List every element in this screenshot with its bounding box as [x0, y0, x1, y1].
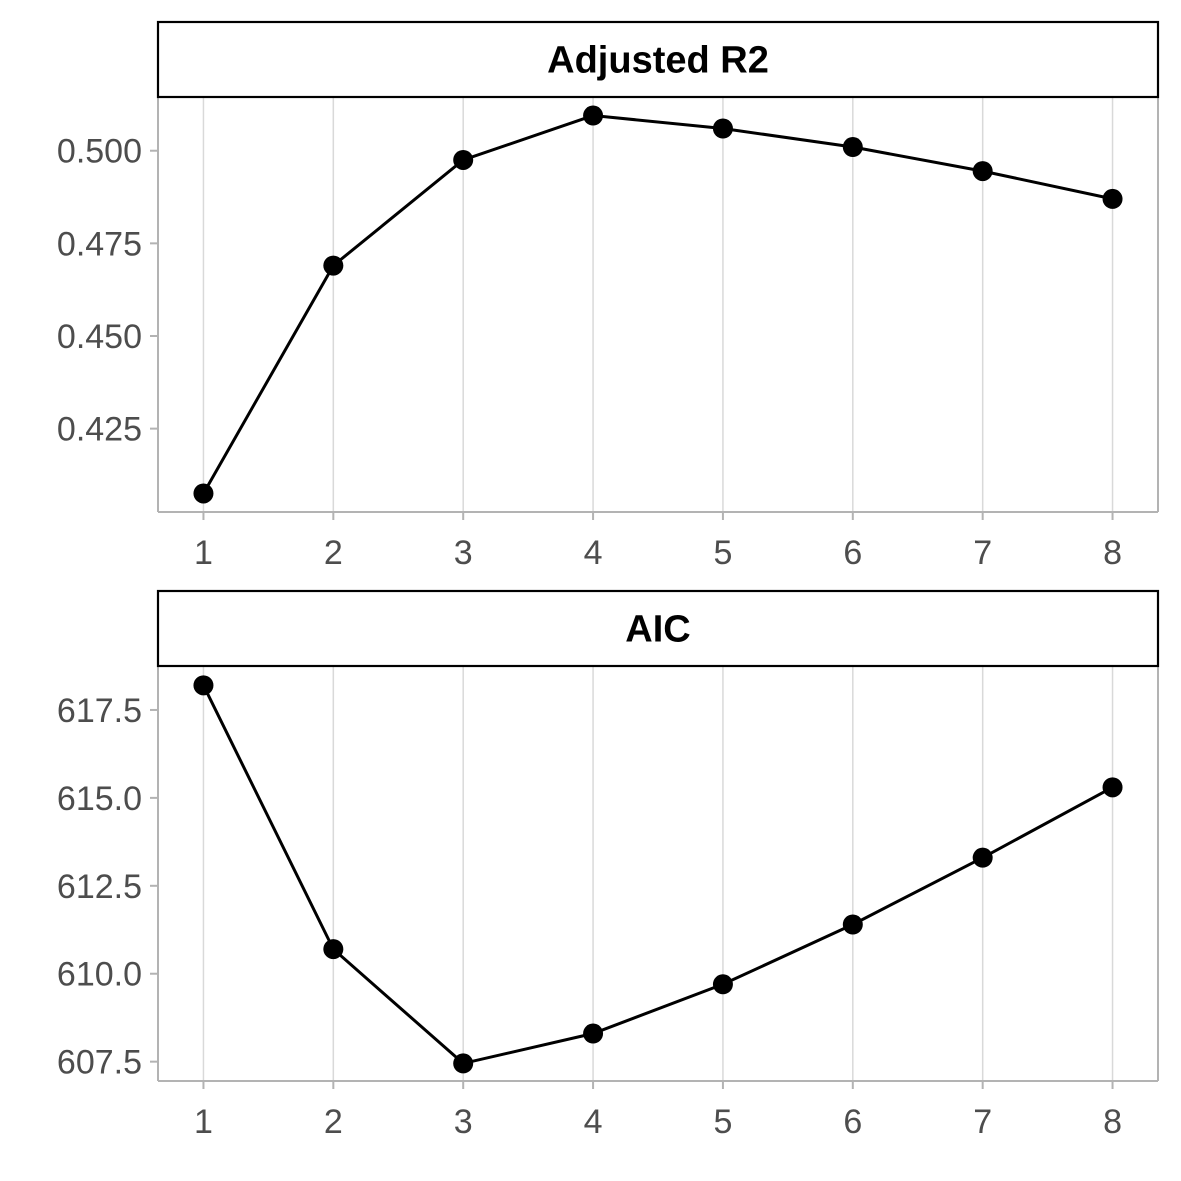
- data-point: [1102, 188, 1123, 209]
- x-tick-label: 2: [324, 534, 343, 572]
- data-point: [323, 255, 344, 276]
- y-tick-label: 617.5: [57, 692, 142, 730]
- y-tick-label: 0.500: [57, 133, 142, 171]
- y-tick-label: 0.425: [57, 411, 142, 449]
- y-tick-label: 0.475: [57, 225, 142, 263]
- data-point: [583, 1023, 604, 1044]
- data-point: [712, 974, 733, 995]
- x-tick-label: 3: [454, 1103, 473, 1141]
- data-point: [453, 1053, 474, 1074]
- x-tick-label: 1: [194, 534, 213, 572]
- data-point: [972, 847, 993, 868]
- facet-title: Adjusted R2: [547, 40, 769, 82]
- x-tick-label: 7: [973, 534, 992, 572]
- facet-panel-1: Adjusted R2 0.425 0.450 0.475 0.500 1 2 3 4 5 6 7 8: [57, 20, 1160, 572]
- series-line: [202, 114, 1113, 495]
- y-tick-label: 0.450: [57, 318, 142, 356]
- data-point: [453, 149, 474, 170]
- x-tick-label: 1: [194, 1103, 213, 1141]
- data-point: [972, 161, 993, 182]
- x-tick-label: 6: [843, 1103, 862, 1141]
- facet-panel-2: AIC 607.5 610.0 612.5 615.0 617.5 1 2 3 4 5 6 7 8: [57, 589, 1160, 1141]
- x-tick-label: 6: [843, 534, 862, 572]
- facet-strip: [156, 589, 1160, 668]
- x-tick-label: 4: [584, 1103, 603, 1141]
- series-line: [202, 684, 1114, 1066]
- x-tick-label: 8: [1103, 1103, 1122, 1141]
- x-tick-label: 5: [713, 1103, 732, 1141]
- data-point: [323, 939, 344, 960]
- data-point: [1102, 777, 1123, 798]
- x-tick-label: 8: [1103, 534, 1122, 572]
- facet-strip: [156, 20, 1160, 99]
- data-point: [842, 137, 863, 158]
- y-tick-label: 615.0: [57, 780, 142, 818]
- data-point: [712, 118, 733, 139]
- x-tick-label: 2: [324, 1103, 343, 1141]
- x-tick-label: 4: [584, 534, 603, 572]
- facet-title: AIC: [625, 609, 690, 651]
- y-tick-label: 610.0: [57, 956, 142, 994]
- data-point: [193, 675, 214, 696]
- y-tick-label: 612.5: [57, 868, 142, 906]
- data-point: [193, 483, 214, 504]
- data-point: [842, 914, 863, 935]
- x-tick-label: 7: [973, 1103, 992, 1141]
- y-tick-label: 607.5: [57, 1044, 142, 1082]
- x-tick-label: 5: [713, 534, 732, 572]
- data-point: [583, 105, 604, 126]
- x-tick-label: 3: [454, 534, 473, 572]
